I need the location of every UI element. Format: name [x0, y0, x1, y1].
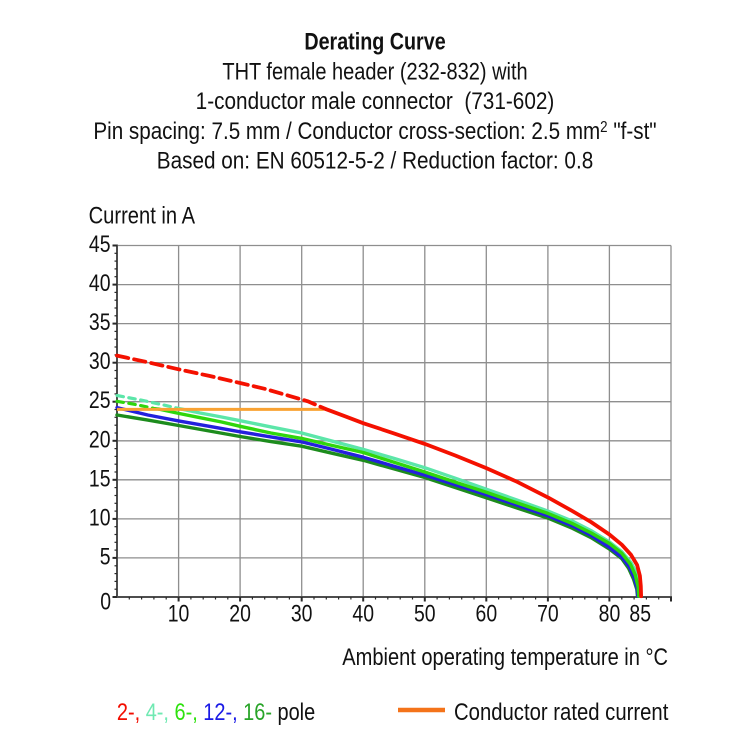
- svg-text:30: 30: [89, 347, 111, 374]
- svg-text:25: 25: [89, 386, 111, 413]
- svg-text:20: 20: [229, 600, 251, 627]
- svg-text:50: 50: [414, 600, 436, 627]
- svg-text:Based on: EN 60512-5-2 / Reduc: Based on: EN 60512-5-2 / Reduction facto…: [157, 147, 593, 174]
- svg-text:1-conductor male connector (7: 1-conductor male connector (731-602): [196, 88, 555, 115]
- svg-text:Conductor rated current: Conductor rated current: [454, 698, 669, 725]
- svg-text:Derating Curve: Derating Curve: [304, 28, 445, 55]
- svg-text:30: 30: [291, 600, 313, 627]
- svg-text:40: 40: [89, 269, 111, 296]
- svg-text:Current in A: Current in A: [89, 202, 196, 229]
- svg-text:70: 70: [537, 600, 559, 627]
- svg-text:10: 10: [168, 600, 190, 627]
- svg-text:10: 10: [89, 503, 111, 530]
- svg-text:15: 15: [89, 464, 111, 491]
- svg-text:Ambient operating temperature: Ambient operating temperature in °C: [342, 643, 668, 670]
- svg-text:Pin spacing: 7.5 mm / Conducto: Pin spacing: 7.5 mm / Conductor cross-se…: [93, 118, 656, 145]
- svg-text:5: 5: [100, 542, 111, 569]
- svg-text:0: 0: [100, 588, 111, 615]
- svg-text:85: 85: [629, 600, 651, 627]
- svg-text:40: 40: [352, 600, 374, 627]
- svg-text:35: 35: [89, 308, 111, 335]
- svg-text:80: 80: [599, 600, 621, 627]
- svg-text:THT female header (232-832) wi: THT female header (232-832) with: [222, 58, 527, 85]
- svg-text:2-, 4-, 6-, 12-, 16- pole: 2-, 4-, 6-, 12-, 16- pole: [117, 698, 315, 725]
- svg-text:20: 20: [89, 425, 111, 452]
- svg-text:60: 60: [476, 600, 498, 627]
- svg-text:45: 45: [89, 230, 111, 257]
